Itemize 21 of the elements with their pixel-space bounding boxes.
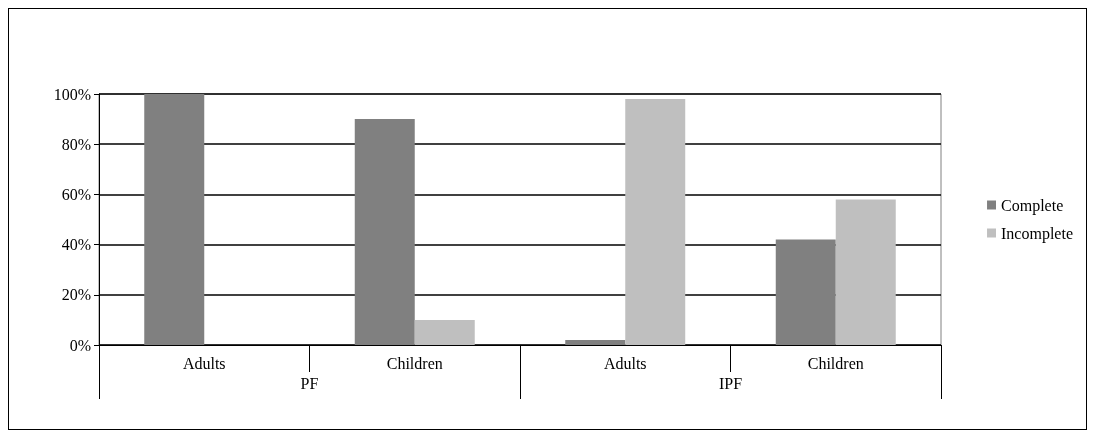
x-tick-label: Adults bbox=[182, 354, 226, 372]
y-tick-label: 100% bbox=[53, 85, 91, 103]
y-tick-label: 20% bbox=[61, 286, 91, 304]
y-tick-label: 0% bbox=[69, 336, 91, 354]
bar bbox=[835, 199, 896, 345]
legend-label: Complete bbox=[1001, 196, 1064, 215]
bar bbox=[775, 239, 836, 345]
legend-label: Incomplete bbox=[1001, 224, 1073, 243]
bar bbox=[144, 94, 205, 345]
y-tick-label: 40% bbox=[61, 236, 91, 254]
x-tick-label: Children bbox=[807, 354, 864, 372]
bar bbox=[354, 119, 415, 345]
bar bbox=[565, 339, 626, 345]
x-tick-label: Adults bbox=[603, 354, 647, 372]
text: IPF bbox=[718, 374, 743, 392]
bar bbox=[625, 99, 686, 345]
x-tick-label: Children bbox=[386, 354, 443, 372]
text: PF bbox=[300, 374, 319, 392]
y-tick-label: 60% bbox=[61, 185, 91, 203]
bar bbox=[414, 319, 475, 345]
y-tick-label: 80% bbox=[61, 135, 91, 153]
